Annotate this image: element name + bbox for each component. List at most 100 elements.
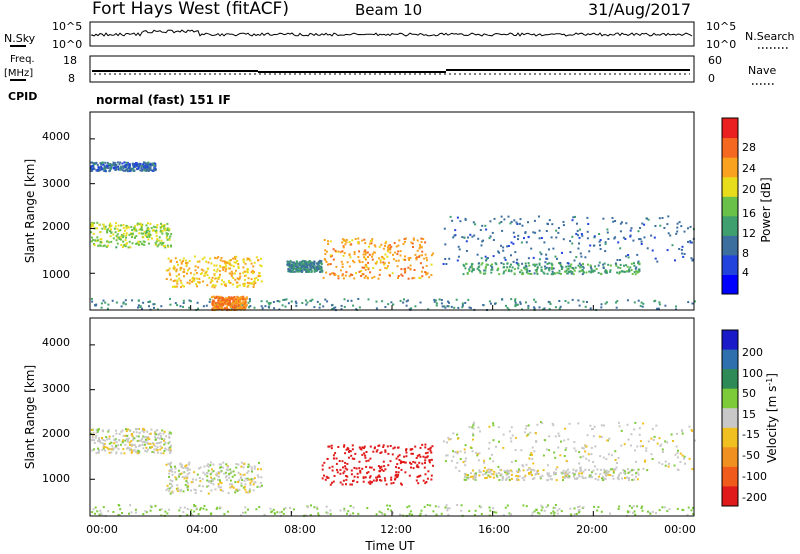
scatter-cell <box>96 236 99 239</box>
scatter-cell <box>590 266 593 269</box>
scatter-cell <box>488 300 491 303</box>
cpid-label: CPID <box>8 90 37 103</box>
scatter-cell <box>593 269 596 272</box>
scatter-cell <box>174 257 177 260</box>
scatter-cell <box>96 431 99 433</box>
scatter-cell <box>487 468 490 471</box>
scatter-cell <box>147 436 150 438</box>
scatter-cell <box>243 283 246 286</box>
scatter-cell <box>341 273 344 276</box>
scatter-cell <box>382 261 385 264</box>
scatter-cell <box>358 446 361 449</box>
scatter-cell <box>404 255 406 258</box>
scatter-cell <box>582 300 585 303</box>
scatter-cell <box>122 245 124 248</box>
scatter-cell <box>368 245 370 248</box>
scatter-cell <box>482 470 485 472</box>
scatter-cell <box>389 274 391 277</box>
scatter-cell <box>358 460 361 463</box>
scatter-cell <box>367 471 370 474</box>
scatter-cell <box>411 513 414 516</box>
scatter-cell <box>372 251 375 254</box>
scatter-cell <box>545 253 548 256</box>
scatter-cell <box>102 446 105 449</box>
scatter-cell <box>142 447 145 450</box>
scatter-cell <box>91 225 94 228</box>
scatter-cell <box>492 422 495 425</box>
scatter-cell <box>91 168 94 171</box>
scatter-cell <box>239 302 242 305</box>
scatter-cell <box>303 268 306 271</box>
scatter-cell <box>419 277 422 280</box>
scatter-cell <box>593 505 596 508</box>
scatter-cell <box>260 257 262 260</box>
scatter-cell <box>345 478 348 481</box>
scatter-cell <box>369 445 372 448</box>
scatter-cell <box>359 469 362 472</box>
scatter-cell <box>627 270 630 273</box>
scatter-cell <box>191 280 194 283</box>
scatter-cell <box>175 268 178 271</box>
scatter-cell <box>169 303 172 306</box>
scatter-cell <box>198 467 201 470</box>
scatter-cell <box>133 165 135 168</box>
scatter-cell <box>594 265 597 268</box>
scatter-cell <box>535 270 538 273</box>
scatter-cell <box>154 226 157 229</box>
scatter-cell <box>418 247 421 250</box>
scatter-cell <box>217 256 220 259</box>
scatter-cell <box>517 238 519 241</box>
scatter-cell <box>510 220 513 223</box>
scatter-cell <box>339 481 342 484</box>
scatter-cell <box>229 301 232 304</box>
scatter-cell <box>156 238 159 241</box>
scatter-cell <box>117 504 120 506</box>
scatter-cell <box>216 268 219 271</box>
scatter-cell <box>405 304 408 307</box>
scatter-cell <box>235 466 238 469</box>
scatter-cell <box>548 301 551 304</box>
scatter-cell <box>138 432 141 435</box>
scatter-cell <box>186 269 189 272</box>
scatter-cell <box>551 223 554 226</box>
scatter-cell <box>152 225 155 228</box>
scatter-cell <box>502 433 505 436</box>
scatter-cell <box>564 300 567 302</box>
scatter-cell <box>445 504 448 507</box>
scatter-cell <box>210 476 213 479</box>
scatter-cell <box>424 446 427 449</box>
scatter-cell <box>434 505 437 508</box>
scatter-cell <box>244 305 247 308</box>
scatter-cell <box>193 277 196 280</box>
scatter-cell <box>398 454 401 457</box>
scatter-cell <box>552 424 555 427</box>
scatter-cell <box>189 272 192 275</box>
scatter-cell <box>342 277 345 280</box>
scatter-cell <box>490 268 493 271</box>
scatter-cell <box>528 457 531 460</box>
scatter-cell <box>554 435 557 438</box>
scatter-cell <box>604 269 607 272</box>
scatter-cell <box>373 468 376 471</box>
scatter-cell <box>585 457 588 460</box>
scatter-cell <box>169 492 172 495</box>
scatter-cell <box>429 449 432 452</box>
scatter-cell <box>302 263 305 266</box>
scatter-cell <box>232 470 235 473</box>
scatter-cell <box>217 301 220 304</box>
scatter-cell <box>570 272 573 275</box>
scatter-cell <box>518 475 521 478</box>
scatter-cell <box>217 485 220 488</box>
scatter-cell <box>492 255 495 258</box>
scatter-cell <box>238 297 241 300</box>
scatter-cell <box>503 266 506 269</box>
scatter-cell <box>432 252 435 255</box>
scatter-cell <box>210 489 213 492</box>
scatter-cell <box>593 425 596 428</box>
scatter-cell <box>440 512 443 515</box>
scatter-cell <box>574 266 577 269</box>
scatter-cell <box>129 504 132 507</box>
scatter-cell <box>130 167 133 170</box>
scatter-cell <box>121 512 123 514</box>
scatter-cell <box>600 272 603 275</box>
